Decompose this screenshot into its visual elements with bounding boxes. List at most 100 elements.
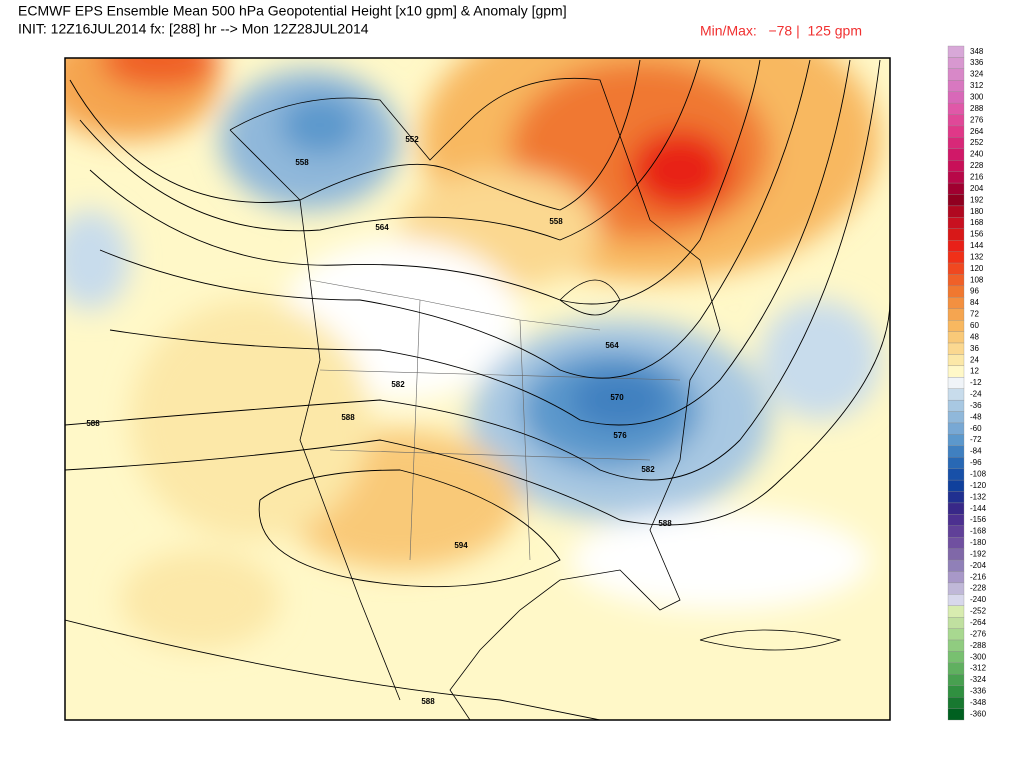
colorbar-swatch <box>947 377 965 389</box>
colorbar-label: 48 <box>970 332 979 341</box>
colorbar-label: -132 <box>970 492 987 501</box>
colorbar-label: 84 <box>970 298 979 307</box>
contour-label: 564 <box>605 341 619 350</box>
init-line: INIT: 12Z16JUL2014 fx: [288] hr --> Mon … <box>18 21 369 37</box>
colorbar-label: -264 <box>970 618 987 627</box>
colorbar-label: -216 <box>970 572 987 581</box>
colorbar-label: 240 <box>970 150 984 159</box>
colorbar-label: -48 <box>970 412 982 421</box>
anomaly-shading <box>65 58 880 650</box>
colorbar-swatch <box>947 571 965 584</box>
map <box>65 58 890 720</box>
colorbar-swatch <box>947 594 965 606</box>
colorbar-swatch <box>947 182 965 195</box>
colorbar-swatch <box>947 160 965 172</box>
colorbar-swatch <box>947 605 965 618</box>
colorbar-label: 156 <box>970 230 984 239</box>
colorbar-swatch <box>947 365 965 378</box>
colorbar-swatch <box>947 422 965 435</box>
colorbar-label: 144 <box>970 241 984 250</box>
colorbar-label: 96 <box>970 287 979 296</box>
colorbar-label: -204 <box>970 561 987 570</box>
colorbar-label: 216 <box>970 172 984 181</box>
colorbar-label: -108 <box>970 469 987 478</box>
colorbar-swatch <box>947 559 965 572</box>
colorbar-label: -156 <box>970 515 987 524</box>
colorbar-swatch <box>947 434 965 446</box>
contour-label: 588 <box>421 697 435 706</box>
colorbar-label: -192 <box>970 549 987 558</box>
colorbar-label: 36 <box>970 344 979 353</box>
colorbar-label: 324 <box>970 70 984 79</box>
colorbar-label: 300 <box>970 93 984 102</box>
colorbar-swatch <box>947 114 965 127</box>
colorbar-swatch <box>947 685 965 698</box>
colorbar-swatch <box>947 525 965 538</box>
colorbar-swatch <box>947 468 965 481</box>
colorbar-swatch <box>947 388 965 401</box>
colorbar-swatch <box>947 354 965 367</box>
colorbar-label: -252 <box>970 607 987 616</box>
colorbar-swatch <box>947 582 965 595</box>
colorbar-label: -180 <box>970 538 987 547</box>
colorbar-swatch <box>947 331 965 344</box>
colorbar-label: 192 <box>970 195 984 204</box>
contour-label: 582 <box>391 380 405 389</box>
colorbar-label: 108 <box>970 275 984 284</box>
colorbar-label: 348 <box>970 47 984 56</box>
colorbar-swatch <box>947 445 965 458</box>
colorbar-swatch <box>947 137 965 149</box>
colorbar-label: 336 <box>970 58 984 67</box>
colorbar-swatch <box>947 171 965 184</box>
colorbar-label: 252 <box>970 138 984 147</box>
colorbar-swatch <box>947 479 965 492</box>
contour-label: 570 <box>610 393 624 402</box>
colorbar-label: 168 <box>970 218 984 227</box>
colorbar-label: -348 <box>970 698 987 707</box>
colorbar-swatch <box>947 194 965 207</box>
colorbar-swatch <box>947 308 965 321</box>
contour-label: 552 <box>405 135 419 144</box>
colorbar-swatch <box>947 697 965 709</box>
colorbar-swatch <box>947 342 965 355</box>
colorbar-label: -144 <box>970 504 987 513</box>
colorbar-label: 288 <box>970 104 984 113</box>
colorbar-label: 312 <box>970 81 984 90</box>
colorbar-label: -312 <box>970 664 987 673</box>
colorbar-label: -120 <box>970 481 987 490</box>
colorbar-swatch <box>947 91 965 104</box>
colorbar-swatch <box>947 217 965 229</box>
colorbar-swatch <box>947 297 965 309</box>
colorbar-swatch <box>947 537 965 549</box>
colorbar-label: -36 <box>970 401 982 410</box>
colorbar-label: 132 <box>970 252 984 261</box>
colorbar-swatch <box>947 491 965 504</box>
colorbar-swatch <box>947 148 965 161</box>
contour-label: 564 <box>375 223 389 232</box>
colorbar-swatch <box>947 320 965 332</box>
colorbar-swatch <box>947 502 965 515</box>
colorbar-swatch <box>947 102 965 115</box>
colorbar-swatch <box>947 45 965 58</box>
colorbar-label: -228 <box>970 584 987 593</box>
colorbar-swatch <box>947 628 965 641</box>
contour-label: 582 <box>641 465 655 474</box>
colorbar-label: -360 <box>970 709 987 718</box>
colorbar-swatch <box>947 514 965 526</box>
colorbar-swatch <box>947 125 965 138</box>
colorbar-label: -300 <box>970 652 987 661</box>
colorbar-label: 264 <box>970 127 984 136</box>
colorbar-swatch <box>947 674 965 686</box>
colorbar-swatch <box>947 548 965 561</box>
colorbar-swatch <box>947 285 965 298</box>
colorbar-swatch <box>947 708 965 721</box>
colorbar-label: 72 <box>970 310 979 319</box>
colorbar-label: -72 <box>970 435 982 444</box>
contour-label: 594 <box>454 541 468 550</box>
colorbar-label: -276 <box>970 629 987 638</box>
colorbar-label: 60 <box>970 321 979 330</box>
colorbar-label: -240 <box>970 595 987 604</box>
contour-label: 558 <box>549 217 563 226</box>
colorbar-label: -12 <box>970 378 982 387</box>
